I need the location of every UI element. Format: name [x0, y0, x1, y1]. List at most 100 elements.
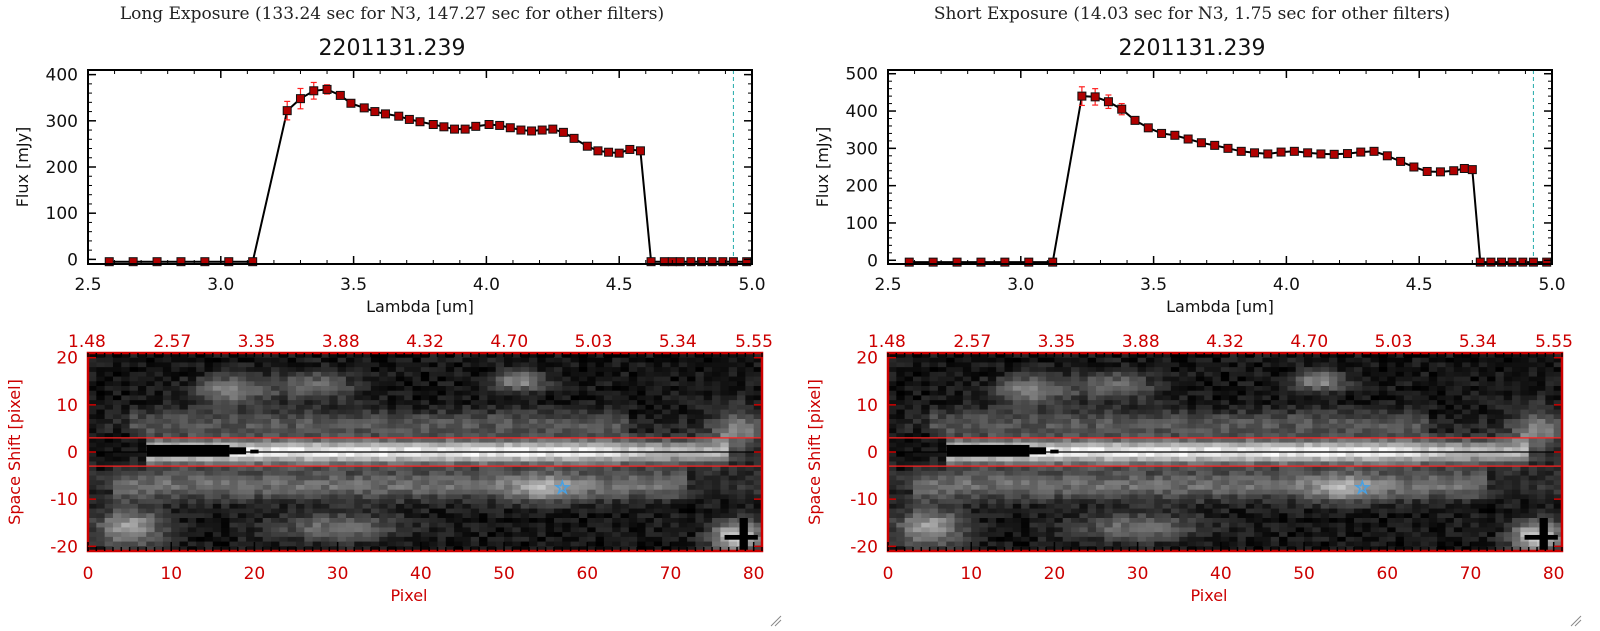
image-pixel: [454, 395, 463, 400]
image-pixel: [421, 480, 430, 485]
image-pixel: [662, 471, 671, 476]
image-pixel: [429, 358, 438, 363]
image-pixel: [279, 400, 288, 405]
image-pixel: [329, 527, 338, 532]
resize-grip-icon[interactable]: [770, 612, 782, 624]
image-pixel: [896, 523, 905, 528]
image-pixel: [980, 490, 989, 495]
image-pixel: [229, 386, 238, 391]
image-pixel: [579, 438, 588, 443]
image-pixel: [371, 466, 380, 471]
image-pixel: [404, 400, 413, 405]
image-pixel: [963, 518, 972, 523]
image-pixel: [471, 372, 480, 377]
image-pixel: [587, 527, 596, 532]
image-pixel: [413, 400, 422, 405]
image-pixel: [1004, 410, 1013, 415]
image-pixel: [254, 518, 263, 523]
image-pixel: [138, 480, 147, 485]
image-pixel: [654, 542, 663, 547]
image-pixel: [662, 480, 671, 485]
image-pixel: [279, 405, 288, 410]
image-pixel: [905, 513, 914, 518]
image-pixel: [155, 527, 164, 532]
image-pixel: [271, 358, 280, 363]
image-pixel: [213, 386, 222, 391]
image-pixel: [955, 537, 964, 542]
image-pixel: [446, 490, 455, 495]
image-pixel: [321, 466, 330, 471]
image-pixel: [130, 518, 139, 523]
image-pixel: [304, 499, 313, 504]
image-pixel: [363, 386, 372, 391]
image-pixel: [1063, 377, 1072, 382]
image-pixel: [113, 485, 122, 490]
image-pixel: [1021, 372, 1030, 377]
image-pixel: [479, 527, 488, 532]
image-pixel: [304, 485, 313, 490]
image-pixel: [646, 485, 655, 490]
image-pixel: [1046, 362, 1055, 367]
image-pixel: [537, 476, 546, 481]
image-pixel: [288, 419, 297, 424]
image-pixel: [421, 452, 430, 457]
image-pixel: [1038, 395, 1047, 400]
y-tick-label: 300: [46, 112, 78, 132]
image-pixel: [596, 542, 605, 547]
image-pixel: [980, 457, 989, 462]
image-pixel: [329, 518, 338, 523]
image-pixel: [504, 438, 513, 443]
image-pixel: [687, 400, 696, 405]
image-pixel: [171, 424, 180, 429]
image-pixel: [988, 490, 997, 495]
image-pixel: [479, 424, 488, 429]
image-pixel: [296, 542, 305, 547]
image-pixel: [379, 480, 388, 485]
image-pixel: [695, 358, 704, 363]
image-pixel: [155, 381, 164, 386]
image-pixel: [745, 485, 754, 490]
image-pixel: [704, 428, 713, 433]
image-pixel: [546, 377, 555, 382]
image-pixel: [654, 362, 663, 367]
image-pixel: [896, 518, 905, 523]
image-pixel: [745, 428, 754, 433]
image-pixel: [96, 405, 105, 410]
image-pixel: [88, 532, 97, 537]
image-pixel: [1038, 504, 1047, 509]
image-pixel: [695, 367, 704, 372]
image-pixel: [729, 367, 738, 372]
image-pixel: [296, 377, 305, 382]
image-pixel: [105, 457, 114, 462]
image-pixel: [96, 471, 105, 476]
image-pixel: [471, 537, 480, 542]
image-pixel: [396, 452, 405, 457]
image-pixel: [113, 518, 122, 523]
image-pixel: [271, 518, 280, 523]
image-pixel: [288, 424, 297, 429]
data-point: [1078, 92, 1086, 100]
image-pixel: [571, 443, 580, 448]
image-pixel: [363, 542, 372, 547]
image-pixel: [180, 424, 189, 429]
image-pixel: [896, 381, 905, 386]
image-pixel: [471, 513, 480, 518]
image-pixel: [662, 391, 671, 396]
image-pixel: [429, 485, 438, 490]
image-pixel: [537, 504, 546, 509]
image-pixel: [121, 377, 130, 382]
image-pixel: [546, 372, 555, 377]
image-pixel: [96, 504, 105, 509]
image-pixel: [146, 494, 155, 499]
image-pixel: [704, 542, 713, 547]
image-pixel: [1029, 424, 1038, 429]
image-pixel: [404, 424, 413, 429]
image-pixel: [121, 452, 130, 457]
image-pixel: [612, 527, 621, 532]
image-pixel: [346, 480, 355, 485]
image-pixel: [396, 428, 405, 433]
image-pixel: [180, 542, 189, 547]
image-pixel: [1071, 457, 1080, 462]
image-pixel: [304, 377, 313, 382]
image-pixel: [121, 428, 130, 433]
